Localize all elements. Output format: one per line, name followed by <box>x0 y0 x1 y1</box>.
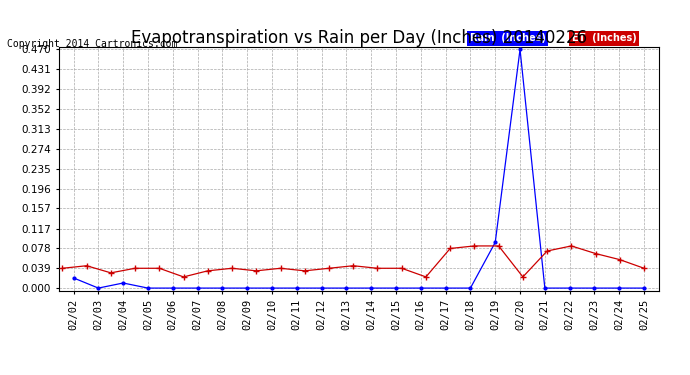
Text: ET  (Inches): ET (Inches) <box>572 33 637 43</box>
Text: Rain  (Inches): Rain (Inches) <box>470 33 546 43</box>
Text: Copyright 2014 Cartronics.com: Copyright 2014 Cartronics.com <box>7 39 177 50</box>
Title: Evapotranspiration vs Rain per Day (Inches) 20140226: Evapotranspiration vs Rain per Day (Inch… <box>130 29 587 47</box>
